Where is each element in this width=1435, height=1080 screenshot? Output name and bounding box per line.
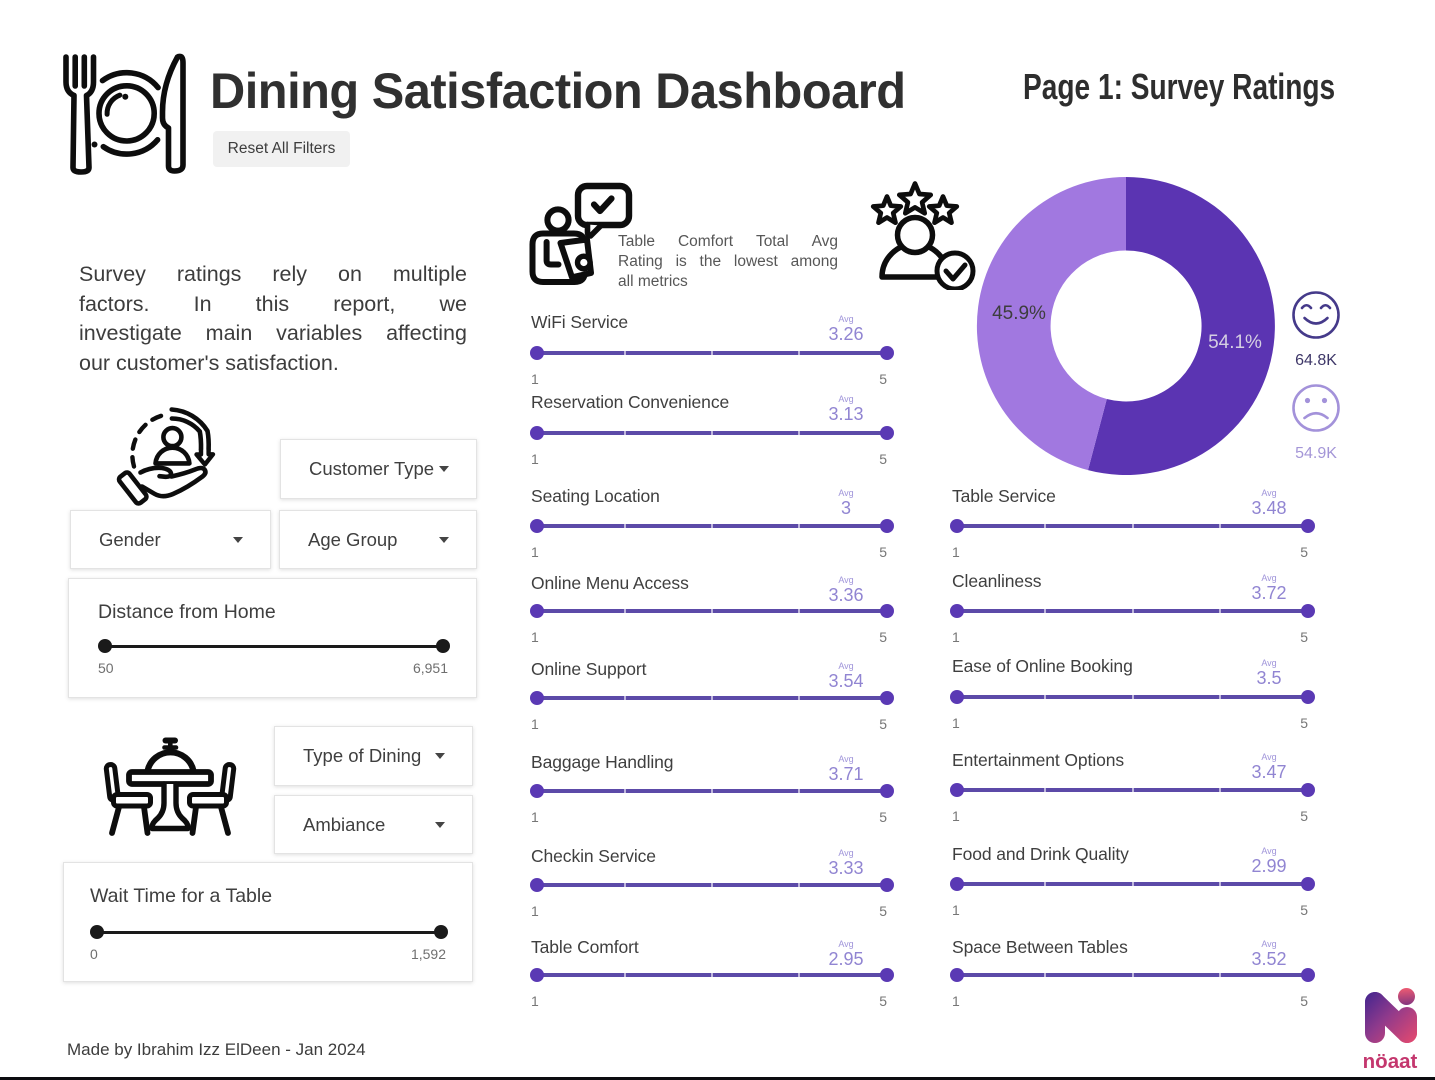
svg-text:nöaat: nöaat: [1363, 1050, 1418, 1072]
